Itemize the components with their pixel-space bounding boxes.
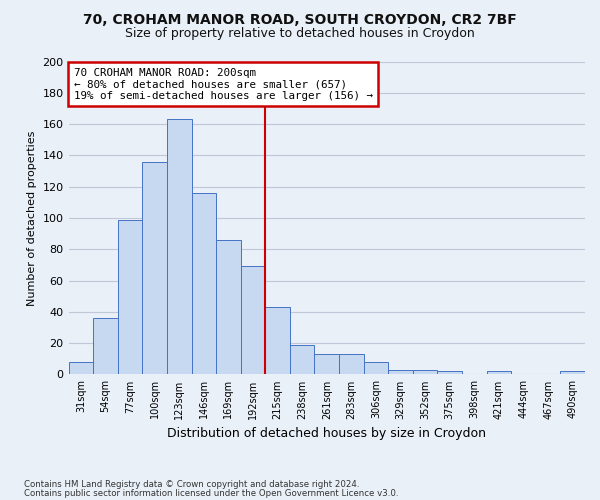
Bar [413, 370, 437, 374]
Bar [290, 344, 314, 374]
Bar [487, 372, 511, 374]
Text: 70 CROHAM MANOR ROAD: 200sqm
← 80% of detached houses are smaller (657)
19% of s: 70 CROHAM MANOR ROAD: 200sqm ← 80% of de… [74, 68, 373, 101]
Text: Contains HM Land Registry data © Crown copyright and database right 2024.: Contains HM Land Registry data © Crown c… [24, 480, 359, 489]
Bar [93, 318, 118, 374]
Bar [241, 266, 265, 374]
Bar [265, 307, 290, 374]
Bar [339, 354, 364, 374]
Text: Size of property relative to detached houses in Croydon: Size of property relative to detached ho… [125, 28, 475, 40]
Bar [68, 362, 93, 374]
X-axis label: Distribution of detached houses by size in Croydon: Distribution of detached houses by size … [167, 427, 486, 440]
Bar [118, 220, 142, 374]
Text: 70, CROHAM MANOR ROAD, SOUTH CROYDON, CR2 7BF: 70, CROHAM MANOR ROAD, SOUTH CROYDON, CR… [83, 12, 517, 26]
Bar [142, 162, 167, 374]
Bar [191, 193, 216, 374]
Bar [216, 240, 241, 374]
Bar [314, 354, 339, 374]
Bar [364, 362, 388, 374]
Bar [388, 370, 413, 374]
Y-axis label: Number of detached properties: Number of detached properties [27, 130, 37, 306]
Bar [560, 372, 585, 374]
Bar [437, 372, 462, 374]
Bar [167, 120, 191, 374]
Text: Contains public sector information licensed under the Open Government Licence v3: Contains public sector information licen… [24, 488, 398, 498]
